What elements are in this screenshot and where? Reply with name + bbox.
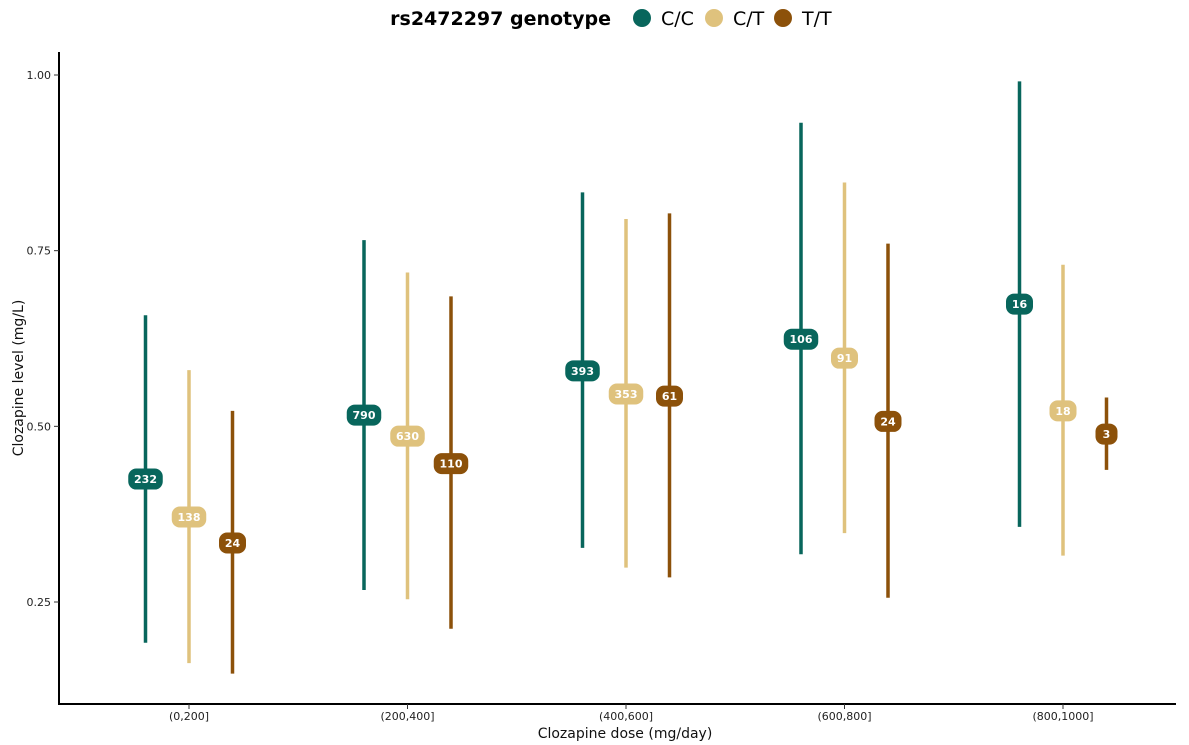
point-label-box bbox=[608, 383, 644, 405]
pointrange: 3 bbox=[1095, 397, 1118, 470]
legend-swatch bbox=[774, 9, 792, 27]
point-label-box bbox=[783, 328, 819, 350]
pointrange: 110 bbox=[433, 296, 469, 629]
pointrange: 790 bbox=[346, 240, 382, 591]
point-label: 16 bbox=[1012, 298, 1028, 311]
legend-item: C/T bbox=[705, 8, 765, 30]
point-label: 24 bbox=[880, 415, 896, 428]
pointrange: 24 bbox=[874, 243, 902, 598]
point-label-box bbox=[171, 506, 207, 528]
pointrange: 232 bbox=[128, 315, 163, 643]
point-label: 630 bbox=[396, 430, 419, 443]
y-axis-title: Clozapine level (mg/L) bbox=[11, 300, 27, 457]
pointrange: 24 bbox=[219, 410, 246, 674]
pointrange: 138 bbox=[171, 370, 207, 664]
point-label-box bbox=[346, 404, 382, 426]
y-tick-label: 0.50 bbox=[27, 420, 52, 433]
legend-swatch bbox=[633, 9, 651, 27]
y-tick-label: 1.00 bbox=[27, 69, 52, 82]
point-label-box bbox=[128, 468, 163, 490]
legend-swatch bbox=[705, 9, 723, 27]
point-label: 18 bbox=[1055, 405, 1070, 418]
point-label: 61 bbox=[662, 390, 677, 403]
point-label-box bbox=[219, 532, 246, 554]
legend-item: T/T bbox=[774, 8, 832, 30]
point-label-box bbox=[1095, 423, 1118, 445]
pointrange: 106 bbox=[783, 122, 819, 555]
pointrange: 16 bbox=[1006, 81, 1033, 527]
point-label: 91 bbox=[837, 352, 852, 365]
x-tick-label: (0,200] bbox=[169, 710, 209, 723]
point-label: 24 bbox=[225, 537, 241, 550]
point-label: 138 bbox=[178, 511, 201, 524]
point-label-box bbox=[831, 347, 858, 369]
x-tick-label: (600,800] bbox=[817, 710, 871, 723]
x-tick-label: (800,1000] bbox=[1032, 710, 1093, 723]
pointrange: 630 bbox=[390, 272, 425, 600]
point-label: 3 bbox=[1103, 428, 1111, 441]
plot-area: 232 790 393 106 16 138 630 353 91 18 24 110 61 24 3 bbox=[128, 81, 1118, 674]
point-label-box bbox=[565, 360, 600, 382]
point-label: 110 bbox=[440, 458, 463, 471]
pointrange: 91 bbox=[831, 182, 858, 534]
point-label-box bbox=[656, 385, 683, 407]
pointrange: 393 bbox=[565, 192, 600, 548]
x-tick-label: (400,600] bbox=[599, 710, 653, 723]
point-label: 790 bbox=[353, 409, 376, 422]
point-label-box bbox=[1049, 400, 1077, 422]
point-label: 393 bbox=[571, 365, 594, 378]
y-tick-label: 0.25 bbox=[27, 596, 52, 609]
legend-label: T/T bbox=[801, 8, 832, 30]
legend-title: rs2472297 genotype bbox=[390, 8, 611, 30]
legend-item: C/C bbox=[633, 8, 694, 30]
pointrange: 61 bbox=[656, 213, 683, 578]
x-tick-label: (200,400] bbox=[380, 710, 434, 723]
point-label-box bbox=[874, 410, 902, 432]
x-axis-title: Clozapine dose (mg/day) bbox=[538, 726, 713, 742]
point-label-box bbox=[390, 425, 425, 447]
y-tick-label: 0.75 bbox=[27, 245, 52, 258]
point-label: 232 bbox=[134, 473, 157, 486]
legend-label: C/C bbox=[661, 8, 694, 30]
point-label-box bbox=[1006, 293, 1033, 315]
pointrange: 18 bbox=[1049, 264, 1077, 556]
legend: rs2472297 genotype C/C C/T T/T bbox=[390, 8, 832, 30]
pointrange: 353 bbox=[608, 219, 644, 568]
point-label: 106 bbox=[790, 333, 813, 346]
legend-label: C/T bbox=[733, 8, 765, 30]
point-label: 353 bbox=[615, 388, 638, 401]
point-label-box bbox=[433, 453, 469, 475]
